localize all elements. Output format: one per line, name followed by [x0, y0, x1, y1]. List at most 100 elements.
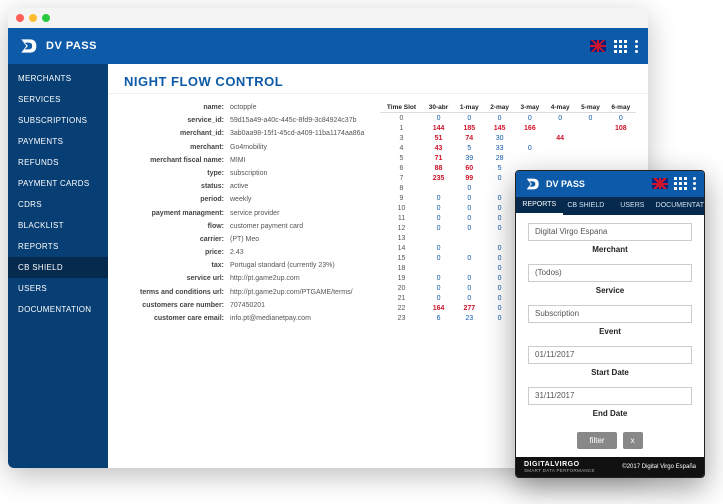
locale-flag-icon[interactable] — [590, 40, 606, 52]
detail-row: terms and conditions url:http://pt.game2… — [120, 287, 370, 298]
detail-row: name:octopple — [120, 102, 370, 113]
detail-row: customers care number:707450201 — [120, 300, 370, 311]
table-cell: 0 — [454, 193, 484, 203]
table-cell — [606, 153, 636, 163]
table-cell — [545, 143, 575, 153]
close-traffic-light[interactable] — [16, 14, 24, 22]
zoom-traffic-light[interactable] — [42, 14, 50, 22]
mac-titlebar — [8, 8, 648, 28]
sidebar-item-subscriptions[interactable]: SUBSCRIPTIONS — [8, 110, 108, 131]
footer-sub: SMART DATA PERFORMANCE — [524, 468, 595, 473]
detail-key: customers care number: — [120, 300, 230, 311]
service-field[interactable]: (Todos) — [528, 264, 692, 282]
table-cell: 12 — [380, 223, 423, 233]
table-header: 1-may — [454, 102, 484, 113]
top-bar: DV PASS — [8, 28, 648, 64]
table-cell: 22 — [380, 303, 423, 313]
table-cell — [545, 123, 575, 133]
filter-button[interactable]: filter — [577, 432, 616, 449]
table-header: 5-may — [575, 102, 605, 113]
mobile-window: DV PASS REPORTSCB SHIELDUSERSDOCUMENTAT … — [515, 170, 705, 478]
table-cell: 0 — [454, 113, 484, 124]
table-cell — [575, 143, 605, 153]
detail-value: active — [230, 181, 248, 192]
table-cell: 0 — [423, 283, 454, 293]
table-cell: 6 — [423, 313, 454, 323]
more-menu-icon[interactable] — [693, 177, 696, 190]
table-cell: 0 — [454, 183, 484, 193]
sidebar-item-merchants[interactable]: MERCHANTS — [8, 68, 108, 89]
table-header: 2-may — [484, 102, 514, 113]
sidebar-item-cb-shield[interactable]: CB SHIELD — [8, 257, 108, 278]
event-label: Event — [528, 327, 692, 336]
table-header: 3-may — [515, 102, 545, 113]
table-cell: 0 — [454, 213, 484, 223]
minimize-traffic-light[interactable] — [29, 14, 37, 22]
footer-copyright: ©2017 Digital Virgo España — [622, 464, 696, 470]
sidebar-item-refunds[interactable]: REFUNDS — [8, 152, 108, 173]
apps-grid-icon[interactable] — [674, 177, 687, 190]
detail-key: customer care email: — [120, 313, 230, 324]
sidebar-item-reports[interactable]: REPORTS — [8, 236, 108, 257]
detail-row: price:2.43 — [120, 247, 370, 258]
table-cell: 277 — [454, 303, 484, 313]
table-header: 30-abr — [423, 102, 454, 113]
detail-key: terms and conditions url: — [120, 287, 230, 298]
detail-key: tax: — [120, 260, 230, 271]
table-cell: 0 — [454, 293, 484, 303]
table-cell — [484, 233, 514, 243]
detail-value: 2.43 — [230, 247, 244, 258]
table-cell: 39 — [454, 153, 484, 163]
mobile-tab-cb-shield[interactable]: CB SHIELD — [563, 197, 610, 215]
end-date-field[interactable]: 31/11/2017 — [528, 387, 692, 405]
mobile-tab-documentat[interactable]: DOCUMENTAT — [656, 197, 704, 215]
table-cell: 0 — [454, 253, 484, 263]
table-cell: 108 — [606, 123, 636, 133]
table-cell: 19 — [380, 273, 423, 283]
sidebar-item-blacklist[interactable]: BLACKLIST — [8, 215, 108, 236]
brand-label: DV PASS — [46, 40, 97, 52]
table-cell: 30 — [484, 133, 514, 143]
table-cell: 0 — [423, 213, 454, 223]
table-header: Time Slot — [380, 102, 423, 113]
mobile-tab-reports[interactable]: REPORTS — [516, 197, 563, 215]
apps-grid-icon[interactable] — [614, 40, 627, 53]
detail-value: Go4mobility — [230, 142, 267, 153]
table-cell: 0 — [423, 253, 454, 263]
sidebar-item-payments[interactable]: PAYMENTS — [8, 131, 108, 152]
detail-key: merchant fiscal name: — [120, 155, 230, 166]
detail-value: customer payment card — [230, 221, 303, 232]
mobile-tab-users[interactable]: USERS — [609, 197, 656, 215]
sidebar-item-services[interactable]: SERVICES — [8, 89, 108, 110]
mobile-form: Digital Virgo Espana Merchant (Todos) Se… — [516, 215, 704, 457]
merchant-field[interactable]: Digital Virgo Espana — [528, 223, 692, 241]
table-cell: 185 — [454, 123, 484, 133]
table-cell: 235 — [423, 173, 454, 183]
sidebar-item-payment-cards[interactable]: PAYMENT CARDS — [8, 173, 108, 194]
start-date-field[interactable]: 01/11/2017 — [528, 346, 692, 364]
table-cell — [515, 153, 545, 163]
table-cell: 0 — [423, 243, 454, 253]
sidebar-item-documentation[interactable]: DOCUMENTATION — [8, 299, 108, 320]
footer-logo: DIGITALVIRGO — [524, 461, 580, 468]
detail-value: (PT) Meo — [230, 234, 259, 245]
event-field[interactable]: Subscription — [528, 305, 692, 323]
start-date-label: Start Date — [528, 368, 692, 377]
detail-value: subscription — [230, 168, 267, 179]
locale-flag-icon[interactable] — [652, 178, 668, 189]
table-cell: 0 — [606, 113, 636, 124]
detail-key: type: — [120, 168, 230, 179]
dvpass-logo-icon — [524, 176, 540, 192]
table-cell: 10 — [380, 203, 423, 213]
table-cell: 0 — [484, 293, 514, 303]
table-cell: 20 — [380, 283, 423, 293]
detail-row: period:weekly — [120, 194, 370, 205]
table-cell: 0 — [454, 283, 484, 293]
table-cell: 1 — [380, 123, 423, 133]
table-cell: 0 — [484, 193, 514, 203]
sidebar-item-cdrs[interactable]: CDRS — [8, 194, 108, 215]
more-menu-icon[interactable] — [635, 40, 638, 53]
sidebar-item-users[interactable]: USERS — [8, 278, 108, 299]
reset-button[interactable]: x — [623, 432, 643, 449]
table-cell — [515, 133, 545, 143]
